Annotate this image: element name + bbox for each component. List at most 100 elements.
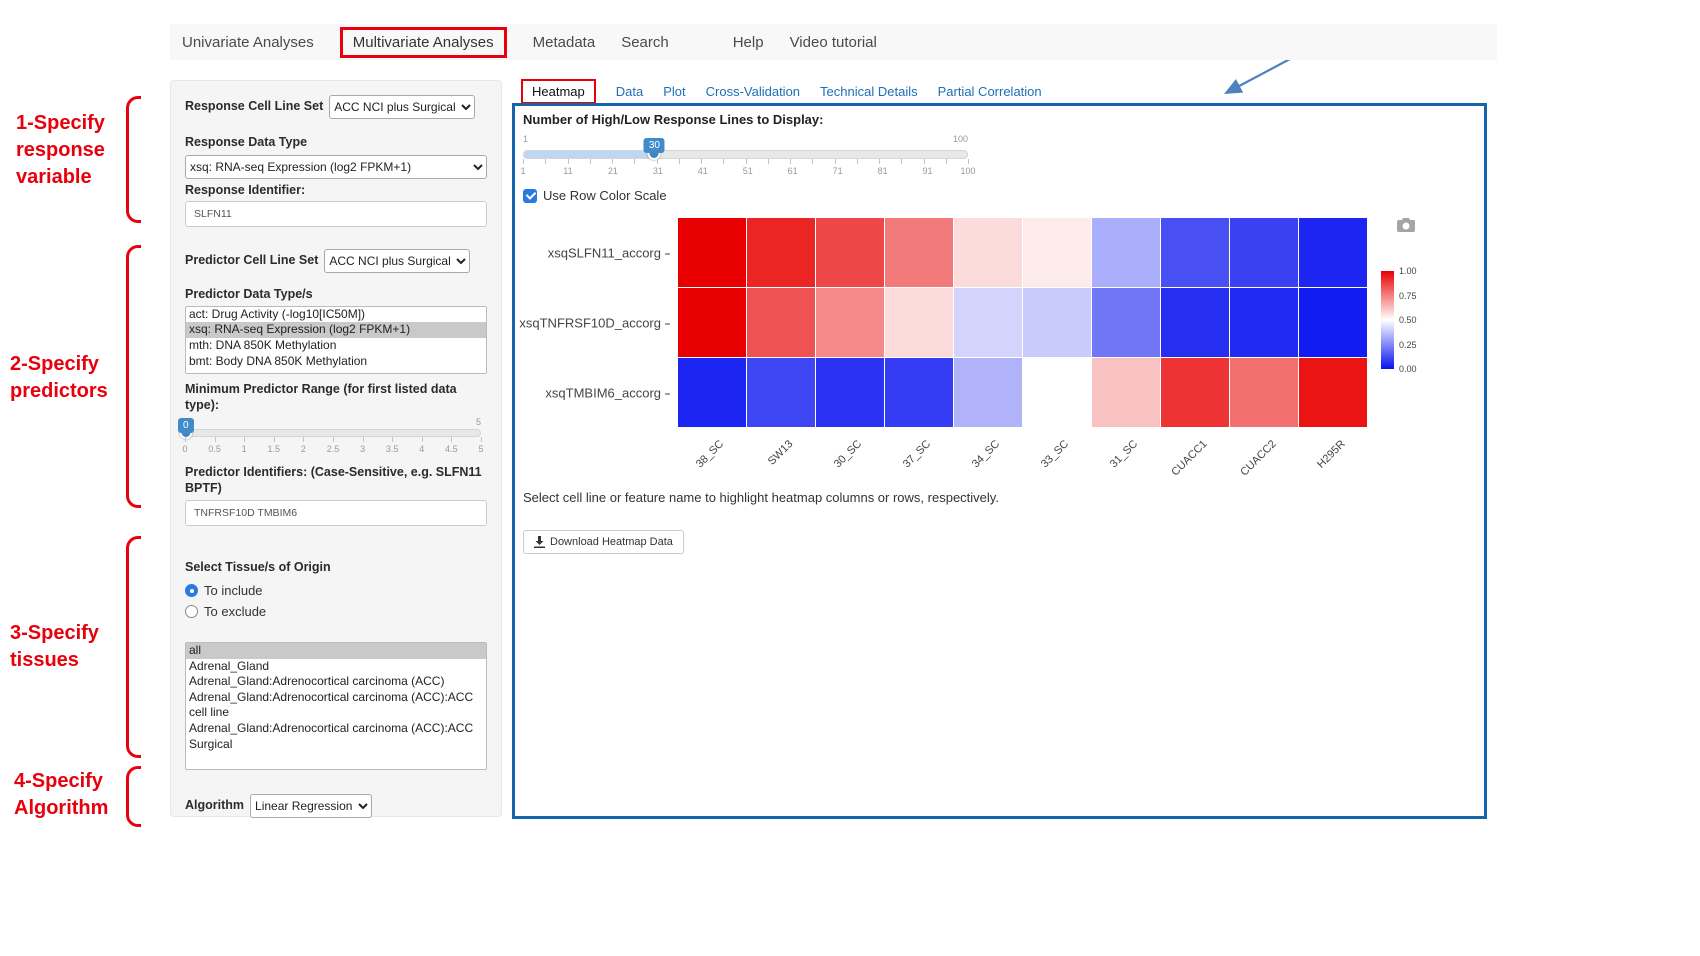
col-label-sw13[interactable]: SW13 — [765, 438, 796, 468]
tick-mark — [678, 159, 680, 164]
option-adrenal-gland-adrenocortical-carcinoma-acc[interactable]: Adrenal_Gland:Adrenocortical carcinoma (… — [189, 674, 445, 689]
min-predictor-range-label: Minimum Predictor Range (for first liste… — [185, 381, 457, 412]
nav-bar: Univariate Analyses Multivariate Analyses… — [170, 24, 1497, 60]
nav-item-multivariate-analyses[interactable]: Multivariate Analyses — [339, 26, 507, 58]
col-label-33-sc[interactable]: 33_SC — [1039, 438, 1072, 471]
heatmap-cell-xsqtnfrsf10d-accorg-37-sc[interactable] — [885, 288, 953, 357]
heatmap-cell-xsqtmbim6-accorg-cuacc1[interactable] — [1161, 358, 1229, 427]
tab-partial-correlation[interactable]: Partial Correlation — [937, 83, 1042, 99]
heatmap-cell-xsqtmbim6-accorg-30-sc[interactable] — [816, 358, 884, 427]
predictor-data-type-label: Predictor Data Type/s — [185, 287, 313, 302]
tick-mark — [767, 159, 769, 164]
tab-data[interactable]: Data — [615, 83, 644, 99]
tick-label-1: 1 — [520, 166, 526, 176]
heatmap-cell-xsqtnfrsf10d-accorg-38-sc[interactable] — [678, 288, 746, 357]
option-bmt-body-dna-850k-methylation[interactable]: bmt: Body DNA 850K Methylation — [189, 353, 368, 368]
tab-plot[interactable]: Plot — [663, 83, 686, 99]
row-label-xsqtnfrsf10d-accorg[interactable]: xsqTNFRSF10D_accorg — [519, 316, 670, 331]
download-heatmap-button[interactable]: Download Heatmap Data — [523, 530, 684, 554]
heatmap-cell-xsqslfn11-accorg-37-sc[interactable] — [885, 218, 953, 287]
predictor-range-slider[interactable]: 5 0 0 0.5 1 1.5 2 2.5 3 3.5 4 4.5 5 — [177, 417, 484, 459]
predictor-data-type-listbox[interactable]: act: Drug Activity (-log10[IC50M]) xsq: R… — [185, 305, 487, 374]
heatmap-cell-xsqtnfrsf10d-accorg-33-sc[interactable] — [1023, 288, 1091, 357]
response-identifier-input[interactable] — [185, 201, 487, 228]
heatmap-cell-xsqtmbim6-accorg-33-sc[interactable] — [1023, 358, 1091, 427]
col-label-cuacc2[interactable]: CUACC2 — [1238, 438, 1279, 479]
heatmap-cell-xsqtmbim6-accorg-cuacc2[interactable] — [1230, 358, 1298, 427]
heatmap-cell-xsqslfn11-accorg-cuacc1[interactable] — [1161, 218, 1229, 287]
lines-slider-track[interactable] — [523, 147, 968, 160]
predictor-cell-line-set-row: Predictor Cell Line Set ACC NCI plus Sur… — [185, 249, 487, 274]
option-all[interactable]: all — [186, 643, 486, 659]
heatmap-cell-xsqtmbim6-accorg-h295r[interactable] — [1299, 358, 1367, 427]
option-act-drug-activity-log10-ic50m[interactable]: act: Drug Activity (-log10[IC50M]) — [189, 306, 366, 321]
nav-item-help[interactable]: Help — [732, 33, 764, 51]
heatmap-cell-xsqslfn11-accorg-h295r[interactable] — [1299, 218, 1367, 287]
tissue-listbox[interactable]: all Adrenal_Gland Adrenal_Gland:Adrenocort… — [185, 642, 487, 770]
col-label-31-sc[interactable]: 31_SC — [1108, 438, 1141, 471]
option-xsq-rna-seq-expression-log2-fpkm-1[interactable]: xsq: RNA-seq Expression (log2 FPKM+1) — [186, 322, 486, 339]
lines-slider[interactable]: 1 100 30 1 11 21 31 41 51 61 71 81 91 100 — [520, 134, 975, 182]
tick-mark — [523, 159, 524, 164]
col-label-38-sc[interactable]: 38_SC — [694, 438, 727, 471]
row-color-scale-checkbox[interactable] — [523, 188, 537, 203]
row-label-xsqtmbim6-accorg[interactable]: xsqTMBIM6_accorg — [545, 386, 670, 401]
heatmap-cell-xsqtmbim6-accorg-31-sc[interactable] — [1092, 358, 1160, 427]
heatmap-cell-xsqtmbim6-accorg-sw13[interactable] — [747, 358, 815, 427]
tick-mark — [834, 159, 836, 164]
colorbar-tick-0-50: 0.50 — [1399, 315, 1417, 325]
col-label-37-sc[interactable]: 37_SC — [901, 438, 934, 471]
response-data-type-select[interactable]: xsq: RNA-seq Expression (log2 FPKM+1) — [185, 154, 487, 179]
heatmap-cell-xsqtnfrsf10d-accorg-cuacc2[interactable] — [1230, 288, 1298, 357]
algorithm-select[interactable]: Linear Regression — [250, 794, 373, 818]
heatmap-cell-xsqtmbim6-accorg-34-sc[interactable] — [954, 358, 1022, 427]
row-color-scale-control[interactable]: Use Row Color Scale — [523, 188, 667, 203]
heatmap-cell-xsqslfn11-accorg-34-sc[interactable] — [954, 218, 1022, 287]
predictor-cell-line-set-select[interactable]: ACC NCI plus Surgical — [324, 249, 471, 274]
option-adrenal-gland-adrenocortical-carcinoma-acc-acc-s[interactable]: Adrenal_Gland:Adrenocortical carcinoma (… — [189, 720, 474, 751]
camera-icon[interactable] — [1397, 218, 1415, 232]
option-mth-dna-850k-methylation[interactable]: mth: DNA 850K Methylation — [189, 338, 337, 353]
heatmap-cell-xsqslfn11-accorg-33-sc[interactable] — [1023, 218, 1091, 287]
heatmap-cell-xsqtnfrsf10d-accorg-34-sc[interactable] — [954, 288, 1022, 357]
heatmap-cell-xsqslfn11-accorg-sw13[interactable] — [747, 218, 815, 287]
response-cell-line-set-select[interactable]: ACC NCI plus Surgical — [329, 95, 476, 119]
heatmap-cell-xsqtnfrsf10d-accorg-sw13[interactable] — [747, 288, 815, 357]
heatmap-cell-xsqtnfrsf10d-accorg-31-sc[interactable] — [1092, 288, 1160, 357]
tick-label-41: 41 — [697, 166, 708, 176]
heatmap-cell-xsqtnfrsf10d-accorg-cuacc1[interactable] — [1161, 288, 1229, 357]
bracket-4 — [126, 766, 141, 827]
option-adrenal-gland[interactable]: Adrenal_Gland — [189, 658, 270, 673]
predictor-range-track[interactable] — [179, 426, 481, 440]
heatmap-hint: Select cell line or feature name to high… — [523, 490, 999, 505]
heatmap-cell-xsqslfn11-accorg-30-sc[interactable] — [816, 218, 884, 287]
heatmap-cell-xsqslfn11-accorg-38-sc[interactable] — [678, 218, 746, 287]
heatmap-cell-xsqtmbim6-accorg-37-sc[interactable] — [885, 358, 953, 427]
tick-mark — [421, 437, 423, 443]
tick-label-100: 100 — [960, 166, 976, 176]
col-label-h295r[interactable]: H295R — [1314, 438, 1348, 471]
option-adrenal-gland-adrenocortical-carcinoma-acc-acc-c[interactable]: Adrenal_Gland:Adrenocortical carcinoma (… — [189, 689, 474, 720]
predictor-range-marks — [185, 437, 482, 443]
heatmap-cell-xsqtmbim6-accorg-38-sc[interactable] — [678, 358, 746, 427]
col-label-cuacc1[interactable]: CUACC1 — [1169, 438, 1210, 479]
predictor-identifiers-input[interactable] — [185, 500, 487, 527]
heatmap-cell-xsqslfn11-accorg-cuacc2[interactable] — [1230, 218, 1298, 287]
col-label-30-sc[interactable]: 30_SC — [832, 438, 865, 471]
lines-slider-fill — [524, 151, 654, 158]
row-label-xsqslfn11-accorg[interactable]: xsqSLFN11_accorg — [548, 246, 670, 261]
radio-to-include[interactable]: To include — [185, 580, 487, 601]
tab-cross-validation[interactable]: Cross-Validation — [705, 83, 801, 99]
heatmap-cell-xsqtnfrsf10d-accorg-h295r[interactable] — [1299, 288, 1367, 357]
heatmap-cell-xsqtnfrsf10d-accorg-30-sc[interactable] — [816, 288, 884, 357]
tab-technical-details[interactable]: Technical Details — [820, 83, 918, 99]
nav-item-metadata[interactable]: Metadata — [532, 33, 596, 51]
col-label-34-sc[interactable]: 34_SC — [970, 438, 1003, 471]
tab-heatmap[interactable]: Heatmap — [521, 78, 596, 104]
radio-to-exclude[interactable]: To exclude — [185, 601, 487, 622]
nav-item-search[interactable]: Search — [621, 33, 669, 51]
nav-item-univariate-analyses[interactable]: Univariate Analyses — [182, 33, 314, 51]
tick-label-3: 3 — [360, 444, 366, 455]
nav-item-video-tutorial[interactable]: Video tutorial — [789, 33, 877, 51]
heatmap-cell-xsqslfn11-accorg-31-sc[interactable] — [1092, 218, 1160, 287]
